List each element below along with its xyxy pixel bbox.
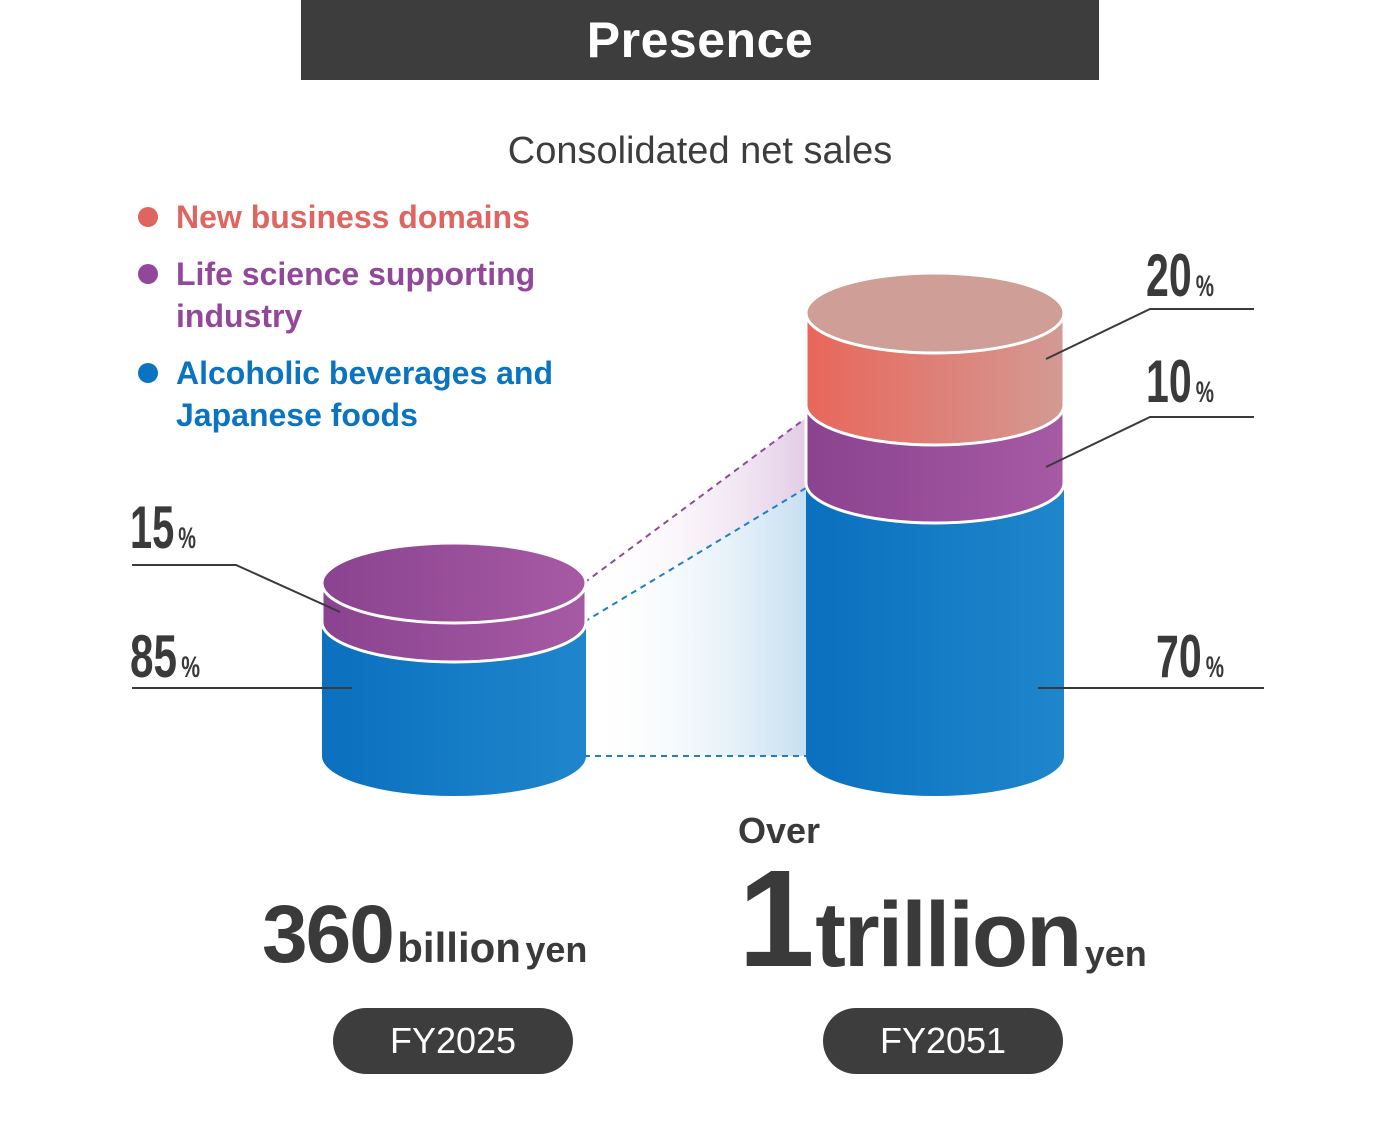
legend-item-alcoholic: Alcoholic beverages and Japanese foods <box>138 352 596 436</box>
leader-line-fy2025-top <box>132 564 341 613</box>
category-label-text: FY2025 <box>389 1020 517 1061</box>
legend: New business domains Life science suppor… <box>138 196 596 451</box>
total-fy2051: 1 trillion yen <box>738 840 1147 999</box>
total-fy2025: 360 billion yen <box>262 888 587 982</box>
connector-band-purple <box>584 418 806 622</box>
category-label-fy2025: FY2025 <box>333 1008 573 1074</box>
total-fy2025-unit: yen <box>525 929 588 970</box>
total-fy2051-scale: trillion <box>815 884 1082 986</box>
connector-line-purple <box>583 417 807 584</box>
category-label-fy2051: FY2051 <box>823 1008 1063 1074</box>
legend-item-life-science: Life science supporting industry <box>138 253 596 337</box>
page-title: Presence <box>586 12 814 68</box>
chart-title: Consolidated net sales <box>507 130 893 172</box>
leader-line-fy2051-top <box>1045 308 1254 360</box>
legend-item-new-business: New business domains <box>138 196 596 238</box>
legend-label: Alcoholic beverages and Japanese foods <box>176 355 554 433</box>
bar-fy2051-top <box>804 271 1066 355</box>
legend-dot-icon <box>138 363 158 383</box>
total-fy2025-scale: billion <box>397 924 521 971</box>
bar-fy2025-alcoholic <box>322 622 586 796</box>
total-fy2025-number: 360 <box>262 889 395 980</box>
leader-line-fy2051-mid <box>1045 416 1254 468</box>
legend-dot-icon <box>138 264 158 284</box>
data-label-fy2025-top: 15% <box>130 494 196 561</box>
cylinder-fy2051 <box>804 271 1066 796</box>
legend-label: New business domains <box>176 199 530 235</box>
total-fy2051-prefix: Over <box>738 810 821 851</box>
bar-fy2051-alcoholic <box>806 483 1064 796</box>
total-fy2051-unit: yen <box>1084 933 1147 974</box>
data-label-fy2051-bottom: 70% <box>1156 623 1224 690</box>
page-title-banner: Presence <box>301 0 1099 80</box>
bar-fy2025-top <box>320 541 588 625</box>
legend-label: Life science supporting industry <box>176 256 536 334</box>
category-label-text: FY2051 <box>879 1020 1007 1061</box>
data-label-fy2051-mid: 10% <box>1146 348 1214 415</box>
legend-dot-icon <box>138 207 158 227</box>
data-label-fy2025-bottom: 85% <box>130 623 200 690</box>
data-label-fy2051-top: 20% <box>1146 242 1214 309</box>
connector-band-blue <box>584 488 806 756</box>
cylinder-fy2025 <box>320 541 588 796</box>
total-fy2051-number: 1 <box>738 842 815 996</box>
